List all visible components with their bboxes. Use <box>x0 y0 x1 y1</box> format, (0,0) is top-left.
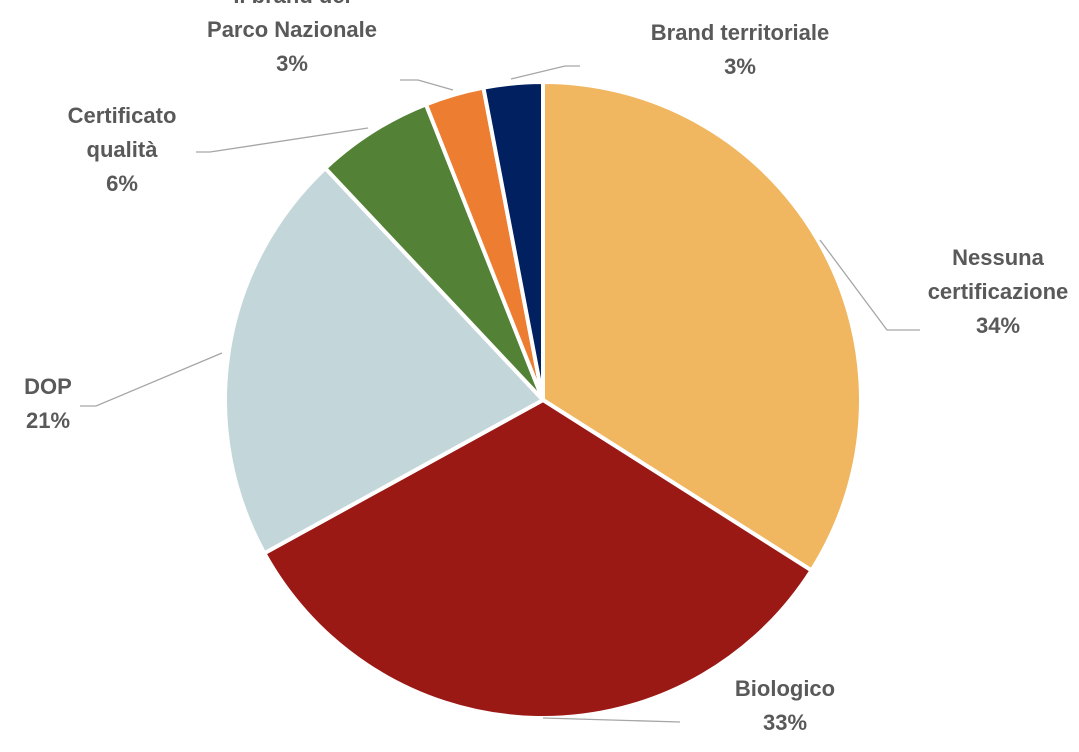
slices-layer <box>225 82 861 718</box>
data-label: DOP 21% <box>24 374 72 433</box>
data-label: Brand territoriale 3% <box>651 20 830 79</box>
data-label-category: Nessuna <box>952 245 1044 270</box>
data-label-category: Brand territoriale <box>651 20 830 45</box>
leader-line <box>400 80 453 90</box>
data-label: Biologico 33% <box>735 676 835 735</box>
data-label: Nessuna certificazione 34% <box>928 245 1069 338</box>
data-label-category: Biologico <box>735 676 835 701</box>
data-label-percent: 3% <box>276 51 308 76</box>
data-label-category: Certificato <box>68 103 177 128</box>
data-label-category: Il brand del <box>233 0 350 8</box>
data-label-category: certificazione <box>928 279 1069 304</box>
data-label: Il brand del Parco Nazionale 3% <box>207 0 377 76</box>
data-label-percent: 6% <box>106 171 138 196</box>
data-label-category: qualità <box>87 137 159 162</box>
data-label-percent: 3% <box>724 54 756 79</box>
data-label: Certificato qualità 6% <box>68 103 177 196</box>
leader-line <box>80 353 222 406</box>
leader-line <box>196 128 368 152</box>
data-label-percent: 34% <box>976 313 1020 338</box>
data-label-percent: 33% <box>763 710 807 735</box>
leader-line <box>511 66 580 79</box>
leader-line <box>543 718 680 722</box>
data-label-category: DOP <box>24 374 72 399</box>
data-label-category: Parco Nazionale <box>207 17 377 42</box>
data-label-percent: 21% <box>26 408 70 433</box>
